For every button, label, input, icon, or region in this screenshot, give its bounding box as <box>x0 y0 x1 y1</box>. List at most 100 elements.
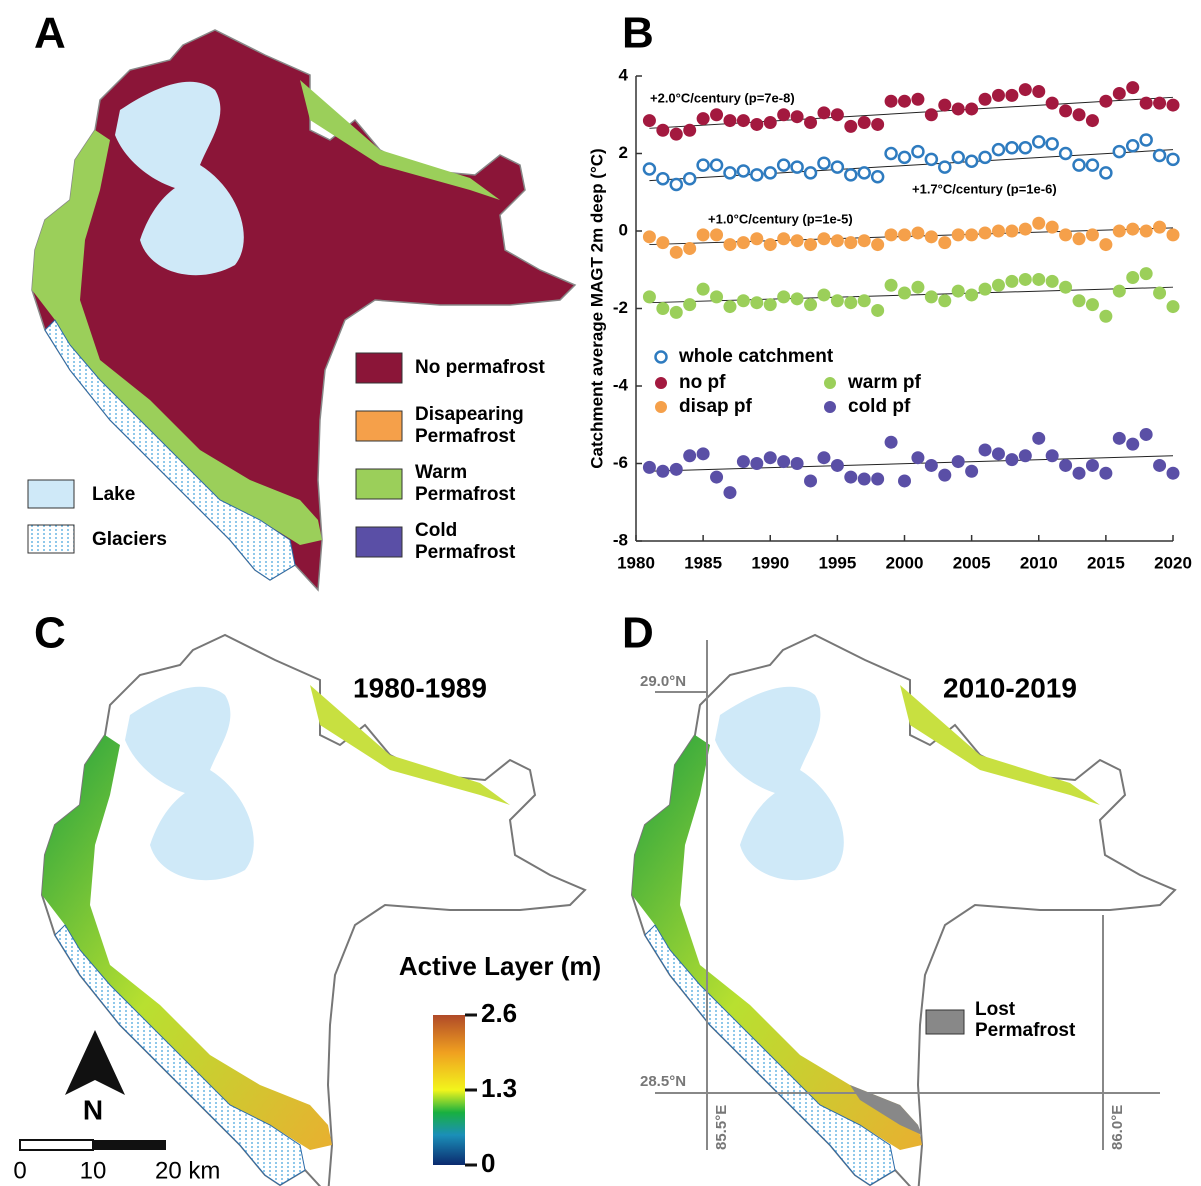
point <box>1005 140 1019 155</box>
point <box>1139 224 1153 238</box>
point <box>938 236 952 250</box>
point <box>871 117 885 131</box>
scale-label: 20 km <box>155 1157 220 1184</box>
legend-label: No permafrost <box>415 357 546 378</box>
legend-label: Disapearing <box>415 404 524 425</box>
point <box>965 464 979 478</box>
point <box>683 298 697 312</box>
y-tick-label: 0 <box>619 220 628 239</box>
point <box>1018 272 1032 286</box>
legend-label: Permafrost <box>415 542 516 563</box>
lat-label: 29.0°N <box>640 673 686 690</box>
point <box>871 238 885 252</box>
point <box>1166 300 1180 314</box>
point <box>871 472 885 486</box>
point <box>938 98 952 112</box>
point <box>736 294 750 308</box>
point <box>884 146 898 161</box>
legend-marker <box>655 401 667 413</box>
legend-marker <box>655 377 667 389</box>
point <box>710 470 724 484</box>
x-tick-label: 2020 <box>1154 553 1192 572</box>
lon-label: 86.0°E <box>1109 1105 1126 1150</box>
point <box>763 298 777 312</box>
point <box>1005 224 1019 238</box>
point <box>898 286 911 300</box>
map-a <box>31 29 576 591</box>
point <box>978 443 992 457</box>
point <box>1153 286 1167 300</box>
point <box>1018 83 1032 97</box>
scale-bar <box>19 1139 94 1151</box>
point <box>750 232 764 246</box>
scale-bar <box>93 1140 166 1150</box>
point <box>1139 133 1153 147</box>
point <box>884 228 898 242</box>
point <box>1045 220 1059 234</box>
point <box>857 234 871 248</box>
x-tick-label: 2000 <box>886 553 924 572</box>
point <box>1099 238 1113 252</box>
point <box>1059 458 1073 472</box>
point <box>1085 458 1099 472</box>
trend-line <box>649 96 1174 129</box>
lost-swatch <box>925 1009 965 1035</box>
legend-label: Permafrost <box>975 1020 1076 1041</box>
point <box>898 474 911 488</box>
point <box>723 300 737 314</box>
scale-label: 10 <box>80 1157 107 1184</box>
point <box>1099 309 1113 323</box>
point <box>1085 298 1099 312</box>
point <box>991 278 1005 292</box>
point <box>1112 86 1126 100</box>
north-arrow <box>65 1030 125 1095</box>
point <box>1166 466 1180 480</box>
trend-line <box>649 286 1174 304</box>
y-tick-label: -6 <box>613 453 628 472</box>
point <box>683 123 697 137</box>
colorbar: 0 1.3 2.6 <box>433 998 517 1178</box>
colorbar-ramp <box>433 1015 465 1165</box>
colorbar-label: 0 <box>481 1148 495 1178</box>
point <box>991 88 1005 102</box>
point <box>817 288 831 302</box>
point <box>1059 280 1073 294</box>
point <box>951 455 965 469</box>
point <box>750 296 764 310</box>
legend-a: No permafrostDisapearingPermafrostWarmPe… <box>27 352 546 563</box>
point <box>683 241 697 255</box>
point <box>790 457 804 470</box>
point <box>965 228 979 242</box>
point <box>790 292 804 306</box>
point <box>898 228 911 242</box>
point <box>777 232 791 246</box>
legend-label: Lake <box>92 484 135 505</box>
legend-label: Warm <box>415 462 467 483</box>
y-axis-label: Catchment average MAGT 2m deep (°C) <box>587 148 606 468</box>
scale-label: 0 <box>13 1157 26 1184</box>
point <box>656 236 670 250</box>
point <box>1085 114 1099 128</box>
lat-label: 28.5°N <box>640 1073 686 1090</box>
point <box>964 154 979 168</box>
point <box>1112 284 1126 298</box>
point <box>898 94 911 108</box>
point <box>1126 437 1140 451</box>
point <box>803 166 818 180</box>
point <box>1085 228 1099 242</box>
point <box>1112 144 1127 159</box>
point <box>790 160 804 174</box>
point <box>804 474 818 488</box>
legend-label: cold pf <box>848 396 911 417</box>
x-tick-label: 2010 <box>1020 553 1058 572</box>
point <box>723 114 737 128</box>
point <box>642 230 656 244</box>
annotation: +1.0°C/century (p=1e-5) <box>708 211 853 226</box>
point <box>924 458 938 472</box>
point <box>965 288 979 302</box>
point <box>951 150 965 165</box>
point <box>1153 96 1167 110</box>
point <box>1032 85 1046 98</box>
point <box>911 280 925 294</box>
